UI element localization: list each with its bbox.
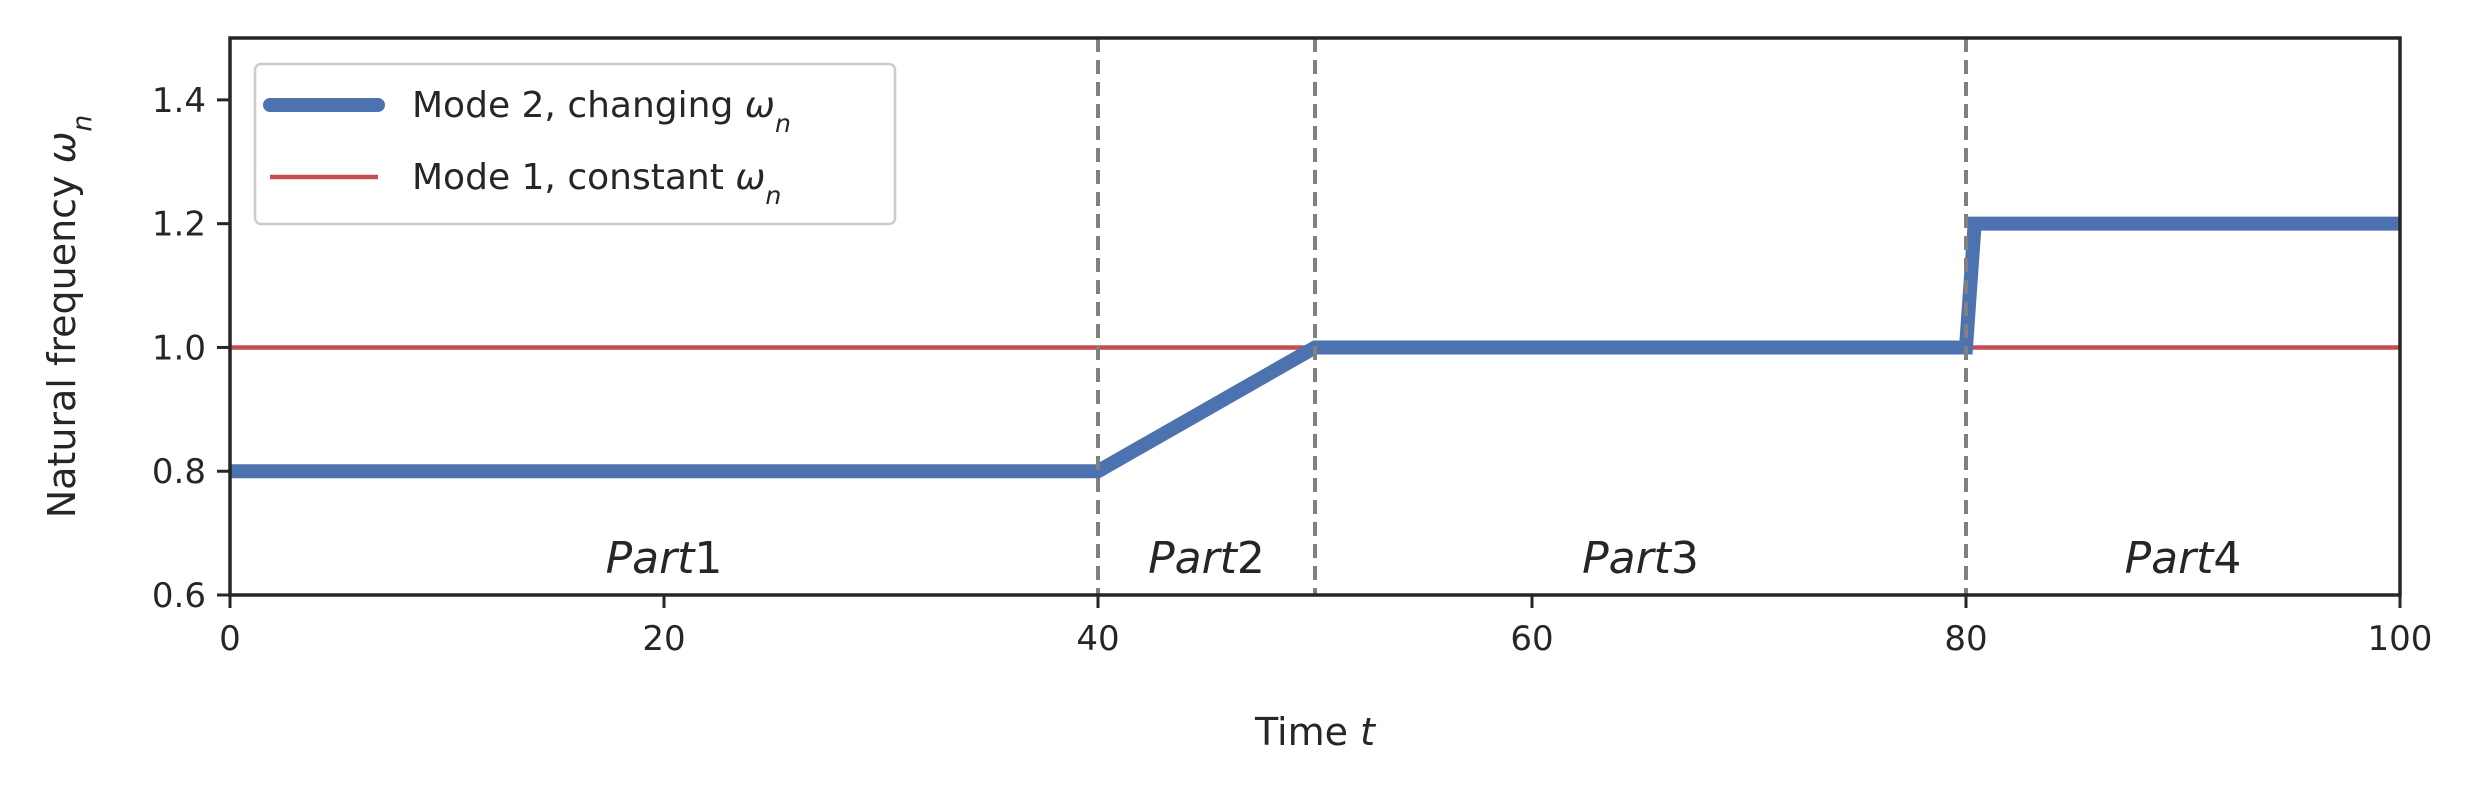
y-tick-label: 0.6: [152, 576, 206, 616]
x-tick-label: 100: [2368, 619, 2433, 659]
y-tick-label: 0.8: [152, 452, 206, 492]
y-axis-label: Natural frequency ωn: [40, 115, 98, 519]
legend-label-1: Mode 2, changing ωn: [412, 85, 791, 138]
x-tick-label: 60: [1510, 619, 1553, 659]
plot-frame: [228, 36, 2402, 597]
x-tick-label: 20: [642, 619, 685, 659]
region-label-4: Part4: [2125, 533, 2242, 584]
region-labels: Part1 Part2 Part3 Part4: [606, 533, 2242, 584]
legend: Mode 2, changing ωn Mode 1, constant ωn: [253, 62, 897, 226]
series-line-1: [230, 216, 2400, 479]
plot-lines: [230, 38, 2400, 595]
region-label-2: Part2: [1148, 533, 1265, 584]
y-tick-label: 1.2: [152, 205, 206, 245]
y-tick-label: 1.4: [152, 81, 206, 121]
x-tick-label: 0: [219, 619, 241, 659]
region-label-1: Part1: [606, 533, 723, 584]
axis-labels: Time t Natural frequency ωn: [40, 115, 1377, 754]
x-tick-label: 40: [1076, 619, 1119, 659]
y-tick-label: 1.0: [152, 328, 206, 368]
region-label-3: Part3: [1582, 533, 1699, 584]
x-tick-label: 80: [1944, 619, 1987, 659]
axis-ticks: 0 20 40 60 80 100 0.6 0.8 1.0 1.2 1.4: [152, 81, 2433, 659]
plot-area-border: [228, 36, 2402, 597]
legend-label-2: Mode 1, constant ωn: [412, 157, 781, 210]
legend-box: [253, 62, 897, 226]
x-axis-label: Time t: [1254, 710, 1377, 754]
